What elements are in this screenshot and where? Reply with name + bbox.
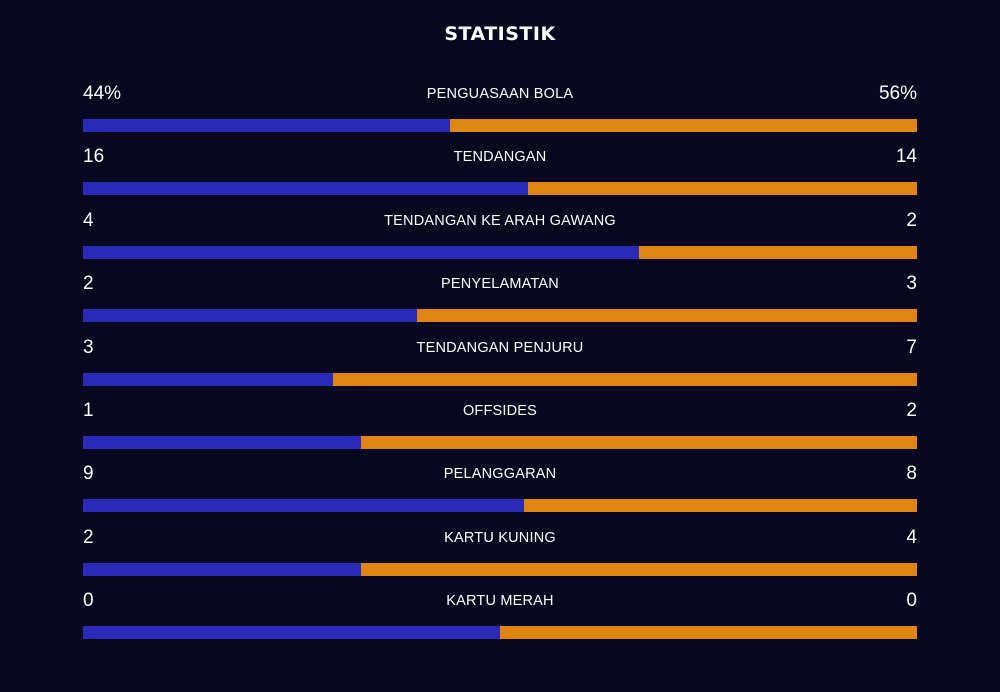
home-bar-segment (83, 435, 361, 449)
stat-label: TENDANGAN (453, 149, 547, 166)
comparison-bar (83, 309, 917, 323)
stat-row-saves: 2 PENYELAMATAN 3 (83, 270, 917, 333)
home-value: 0 (83, 590, 94, 612)
comparison-bar (83, 435, 917, 449)
away-bar-segment (449, 119, 917, 132)
comparison-bar (83, 372, 917, 386)
home-bar-segment (83, 372, 334, 386)
away-value: 56% (878, 83, 917, 104)
stat-row-possession: 44% PENGUASAAN BOLA 56% (83, 80, 917, 143)
away-value: 3 (906, 273, 917, 295)
away-bar-segment (639, 245, 917, 259)
stat-label: TENDANGAN KE ARAH GAWANG (384, 212, 616, 229)
home-bar-segment (83, 119, 450, 132)
away-bar-segment (360, 562, 917, 576)
home-value: 16 (83, 146, 105, 168)
stat-row-shots: 16 TENDANGAN 14 (83, 143, 917, 206)
comparison-bar (83, 562, 917, 576)
away-value: 2 (906, 399, 917, 421)
stat-label: KARTU MERAH (446, 593, 554, 610)
away-bar-segment (500, 626, 917, 640)
away-value: 7 (906, 336, 917, 358)
home-bar-segment (83, 245, 640, 259)
away-value: 2 (906, 209, 917, 231)
stat-row-red-cards: 0 KARTU MERAH 0 (83, 587, 917, 650)
comparison-bar (83, 119, 917, 132)
home-bar-segment (83, 309, 417, 323)
comparison-bar (83, 499, 917, 513)
home-value: 2 (83, 273, 94, 295)
away-bar-segment (524, 499, 917, 513)
stat-label: PELANGGARAN (443, 466, 557, 483)
home-value: 3 (83, 336, 94, 358)
stat-label: TENDANGAN PENJURU (416, 339, 584, 356)
stat-label: KARTU KUNING (444, 529, 556, 546)
stat-label: OFFSIDES (462, 402, 538, 419)
comparison-bar (83, 626, 917, 640)
away-value: 14 (895, 146, 917, 168)
away-bar-segment (527, 182, 917, 196)
stat-label: PENGUASAAN BOLA (426, 86, 574, 102)
home-value: 44% (83, 83, 122, 104)
home-value: 2 (83, 526, 94, 548)
home-value: 1 (83, 399, 94, 421)
stat-label: PENYELAMATAN (441, 276, 559, 293)
away-bar-segment (333, 372, 917, 386)
stat-row-yellow-cards: 2 KARTU KUNING 4 (83, 524, 917, 587)
home-bar-segment (83, 562, 361, 576)
away-value: 0 (906, 590, 917, 612)
comparison-bar (83, 182, 917, 196)
home-value: 4 (83, 209, 94, 231)
home-bar-segment (83, 182, 528, 196)
stat-row-shots-on-target: 4 TENDANGAN KE ARAH GAWANG 2 (83, 207, 917, 270)
away-bar-segment (360, 435, 917, 449)
away-bar-segment (416, 309, 917, 323)
away-value: 8 (906, 463, 917, 485)
home-bar-segment (83, 499, 525, 513)
home-bar-segment (83, 626, 500, 640)
stats-list: 44% PENGUASAAN BOLA 56% 16 TENDANGAN 14 (83, 80, 917, 651)
stat-row-corners: 3 TENDANGAN PENJURU 7 (83, 334, 917, 397)
home-value: 9 (83, 463, 94, 485)
panel-title: STATISTIK (444, 23, 556, 45)
away-value: 4 (906, 526, 917, 548)
stat-row-fouls: 9 PELANGGARAN 8 (83, 460, 917, 523)
stat-row-offsides: 1 OFFSIDES 2 (83, 397, 917, 460)
comparison-bar (83, 245, 917, 259)
